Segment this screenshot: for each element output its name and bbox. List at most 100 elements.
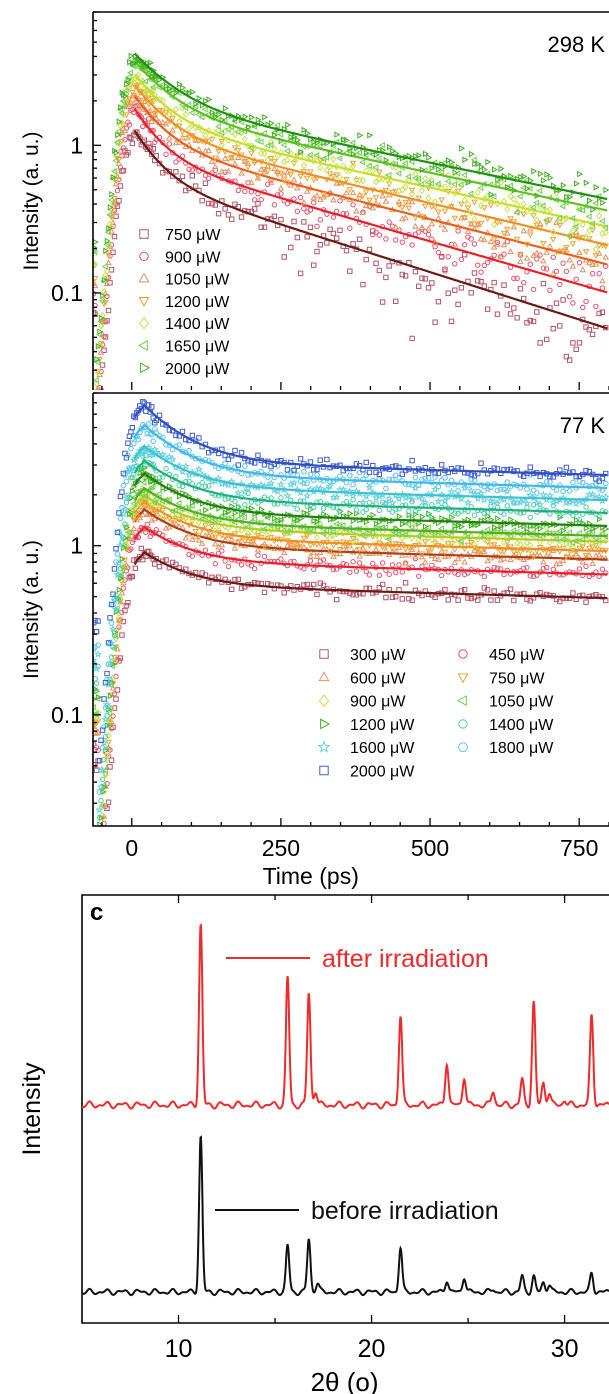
data-point [99, 738, 109, 747]
data-point [385, 171, 392, 179]
data-point [422, 203, 429, 210]
data-point [130, 440, 137, 447]
data-point [266, 478, 276, 487]
data-point [114, 627, 121, 634]
data-point [402, 183, 409, 191]
data-point [311, 566, 317, 573]
data-point [537, 170, 544, 177]
data-point [395, 198, 403, 205]
data-point [353, 207, 360, 214]
data-point [396, 260, 402, 266]
data-point [235, 504, 241, 510]
data-point [94, 368, 102, 377]
data-point [242, 502, 248, 508]
data-point [543, 564, 550, 571]
data-point [103, 676, 111, 683]
data-point [234, 147, 242, 154]
data-point [367, 131, 374, 139]
legend-label: 1200 μW [350, 717, 415, 734]
data-point [96, 757, 103, 764]
data-point [105, 242, 112, 250]
data-point [330, 196, 337, 203]
data-point [248, 178, 255, 185]
data-point [550, 254, 556, 260]
data-point [317, 549, 324, 556]
data-point [306, 151, 313, 159]
data-point [146, 116, 152, 122]
data-point [225, 579, 232, 586]
data-point [160, 474, 166, 480]
data-point [550, 325, 556, 332]
data-point [435, 299, 442, 305]
legend-marker [457, 673, 469, 684]
data-point [208, 523, 216, 530]
data-point [386, 571, 392, 577]
data-point [399, 551, 406, 558]
data-point [124, 80, 131, 88]
data-point [115, 140, 123, 148]
data-point [130, 487, 137, 495]
data-point [557, 512, 563, 519]
data-point [440, 496, 450, 505]
data-point [542, 216, 549, 224]
data-point [522, 499, 532, 507]
data-point [281, 254, 287, 260]
data-point [543, 471, 550, 477]
data-point [432, 243, 438, 250]
data-point [95, 618, 101, 624]
data-point [112, 180, 120, 187]
data-point [113, 138, 120, 146]
fit-line [133, 486, 608, 538]
data-point [118, 589, 126, 596]
legend-label: 1400 μW [165, 316, 230, 333]
data-point [583, 467, 589, 474]
data-point [116, 197, 122, 204]
data-point [517, 540, 524, 548]
data-point [120, 470, 127, 477]
data-point [510, 223, 518, 230]
data-point [423, 150, 429, 158]
data-point [254, 546, 262, 553]
fit-line [133, 52, 608, 201]
data-point [101, 276, 108, 284]
fit-line [133, 507, 608, 561]
data-point [209, 200, 215, 207]
axis-frame [92, 393, 609, 827]
data-point [483, 526, 490, 533]
data-point [100, 292, 107, 300]
data-point [188, 109, 195, 117]
data-point [133, 514, 141, 521]
data-point [107, 196, 114, 204]
data-point [560, 297, 566, 303]
data-point [228, 514, 234, 521]
data-point [182, 514, 189, 522]
data-point [126, 575, 133, 581]
data-point [235, 576, 241, 582]
data-point [199, 570, 205, 576]
data-point [258, 197, 264, 203]
data-point [457, 494, 466, 503]
x-tick-label: 500 [411, 835, 449, 861]
data-point [546, 479, 554, 485]
data-point [507, 556, 514, 563]
data-point [143, 474, 150, 482]
data-point [477, 235, 485, 242]
data-point [311, 138, 318, 146]
data-point [324, 456, 330, 463]
data-point [186, 478, 192, 484]
data-point [359, 193, 367, 200]
x-axis-label: Time (ps) [263, 863, 359, 889]
data-point [298, 148, 305, 156]
data-point [461, 196, 468, 204]
data-point [419, 166, 426, 174]
legend-marker [317, 740, 331, 753]
data-point [557, 281, 563, 288]
legend-label: 300 μW [350, 647, 406, 664]
data-point [491, 252, 497, 258]
data-point [172, 139, 180, 146]
data-point [313, 192, 321, 199]
data-point [491, 166, 498, 173]
data-point [405, 205, 413, 212]
data-point [347, 225, 353, 231]
data-point [271, 213, 278, 220]
